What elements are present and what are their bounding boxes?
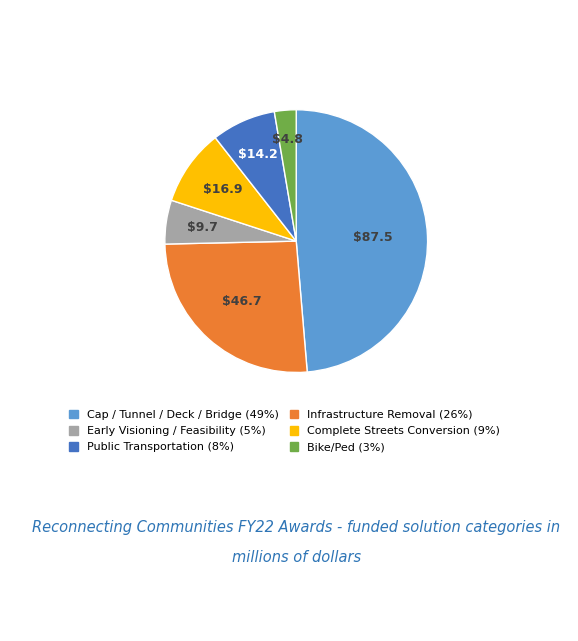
Wedge shape bbox=[165, 241, 307, 372]
Text: $46.7: $46.7 bbox=[222, 296, 262, 308]
Text: $14.2: $14.2 bbox=[238, 148, 278, 161]
Wedge shape bbox=[275, 110, 297, 241]
Wedge shape bbox=[165, 200, 297, 244]
Text: $16.9: $16.9 bbox=[203, 183, 243, 196]
Wedge shape bbox=[172, 138, 297, 241]
Wedge shape bbox=[215, 112, 297, 241]
Legend: Cap / Tunnel / Deck / Bridge (49%), Early Visioning / Feasibility (5%), Public T: Cap / Tunnel / Deck / Bridge (49%), Earl… bbox=[69, 410, 501, 453]
Wedge shape bbox=[296, 110, 428, 372]
Text: $87.5: $87.5 bbox=[353, 231, 392, 244]
Text: $4.8: $4.8 bbox=[272, 133, 303, 146]
Text: millions of dollars: millions of dollars bbox=[232, 549, 361, 565]
Text: $9.7: $9.7 bbox=[187, 221, 218, 234]
Text: Reconnecting Communities FY22 Awards - funded solution categories in: Reconnecting Communities FY22 Awards - f… bbox=[32, 520, 560, 535]
